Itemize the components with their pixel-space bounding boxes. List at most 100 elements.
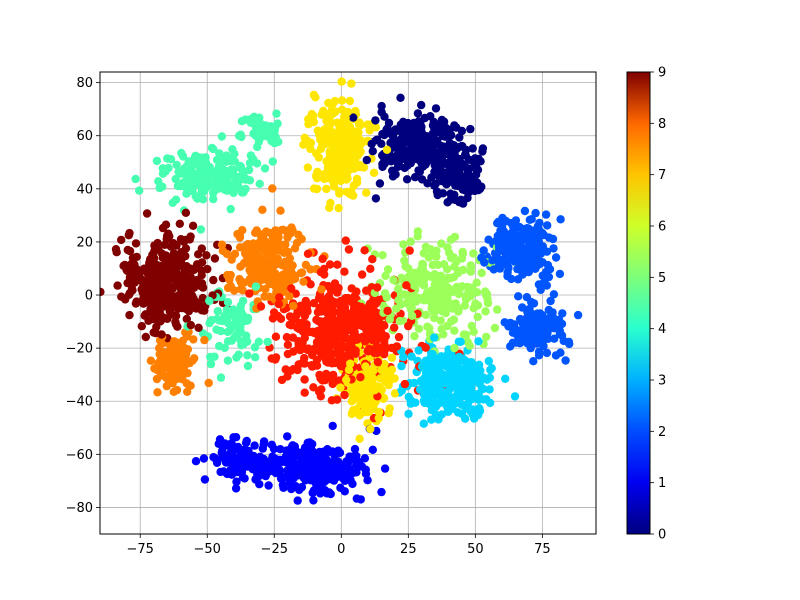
data-point — [186, 381, 195, 390]
data-point — [153, 388, 162, 397]
data-point — [323, 309, 332, 318]
data-point — [383, 306, 392, 316]
data-point — [352, 451, 361, 461]
data-point — [322, 463, 331, 472]
data-point — [340, 487, 349, 496]
data-point — [429, 260, 438, 269]
data-point — [356, 373, 365, 382]
data-point — [530, 257, 539, 266]
data-point — [169, 387, 178, 396]
data-point — [268, 184, 277, 193]
data-point — [262, 124, 271, 133]
data-point — [157, 339, 167, 348]
data-point — [454, 266, 463, 276]
data-point — [209, 144, 218, 154]
data-point — [271, 332, 281, 341]
data-point — [274, 299, 283, 309]
data-point — [203, 264, 212, 274]
data-point — [255, 480, 264, 489]
data-point — [152, 374, 162, 384]
data-point — [484, 356, 493, 366]
data-point — [515, 314, 525, 324]
data-point — [328, 447, 337, 456]
data-point — [241, 450, 250, 459]
data-point — [335, 148, 345, 157]
data-point — [123, 266, 132, 276]
data-point — [231, 455, 240, 464]
data-point — [173, 181, 183, 191]
data-point — [545, 265, 555, 274]
data-point — [318, 254, 327, 264]
data-point — [348, 479, 357, 489]
colorbar-tick-label: 8 — [658, 117, 666, 132]
data-point — [288, 275, 297, 284]
data-point — [251, 282, 261, 291]
data-point — [309, 496, 318, 505]
data-point — [316, 318, 326, 327]
data-point — [329, 182, 339, 191]
data-point — [236, 285, 245, 294]
data-point — [385, 154, 395, 163]
data-point — [558, 309, 567, 318]
data-point — [245, 265, 254, 275]
data-point — [461, 330, 471, 339]
data-point — [381, 377, 390, 387]
data-point — [249, 155, 258, 164]
x-tick-label: 50 — [467, 542, 484, 557]
data-point — [287, 284, 296, 293]
data-point — [419, 155, 429, 165]
data-point — [383, 265, 393, 274]
data-point — [390, 389, 400, 398]
data-point — [258, 444, 267, 453]
data-point — [524, 267, 533, 277]
data-point — [347, 187, 356, 196]
data-point — [340, 390, 349, 400]
data-point — [407, 352, 416, 361]
data-point — [455, 395, 464, 405]
data-point — [314, 330, 323, 339]
data-point — [384, 409, 393, 418]
data-point — [458, 185, 468, 194]
data-point — [216, 467, 225, 477]
data-point — [345, 165, 355, 174]
data-point — [389, 276, 398, 285]
data-point — [172, 241, 181, 250]
data-point — [440, 373, 449, 382]
data-point — [145, 258, 154, 267]
y-tick-label: 80 — [76, 76, 93, 91]
data-point — [209, 275, 218, 285]
data-point — [132, 297, 141, 306]
data-point — [217, 240, 227, 249]
data-point — [497, 222, 507, 231]
data-point — [173, 322, 182, 331]
data-point — [468, 405, 478, 414]
data-point — [432, 246, 441, 255]
data-point — [210, 254, 220, 263]
data-point — [304, 119, 313, 129]
data-point — [355, 307, 365, 316]
data-point — [368, 374, 378, 383]
data-point — [410, 173, 420, 182]
data-point — [409, 138, 418, 147]
data-point — [334, 283, 343, 293]
data-point — [285, 292, 294, 301]
data-point — [141, 332, 150, 342]
data-point — [293, 496, 302, 505]
data-point — [525, 215, 534, 224]
data-point — [303, 249, 313, 258]
data-point — [466, 267, 475, 276]
data-point — [183, 387, 192, 396]
data-point — [170, 262, 179, 272]
data-point — [223, 327, 232, 337]
data-point — [474, 337, 483, 346]
data-point — [557, 331, 567, 340]
data-point — [152, 156, 162, 166]
data-point — [472, 278, 481, 287]
data-point — [513, 264, 522, 274]
data-point — [359, 396, 368, 406]
data-point — [171, 195, 181, 204]
data-point — [392, 342, 402, 351]
data-point — [279, 483, 288, 492]
data-point — [429, 369, 439, 378]
